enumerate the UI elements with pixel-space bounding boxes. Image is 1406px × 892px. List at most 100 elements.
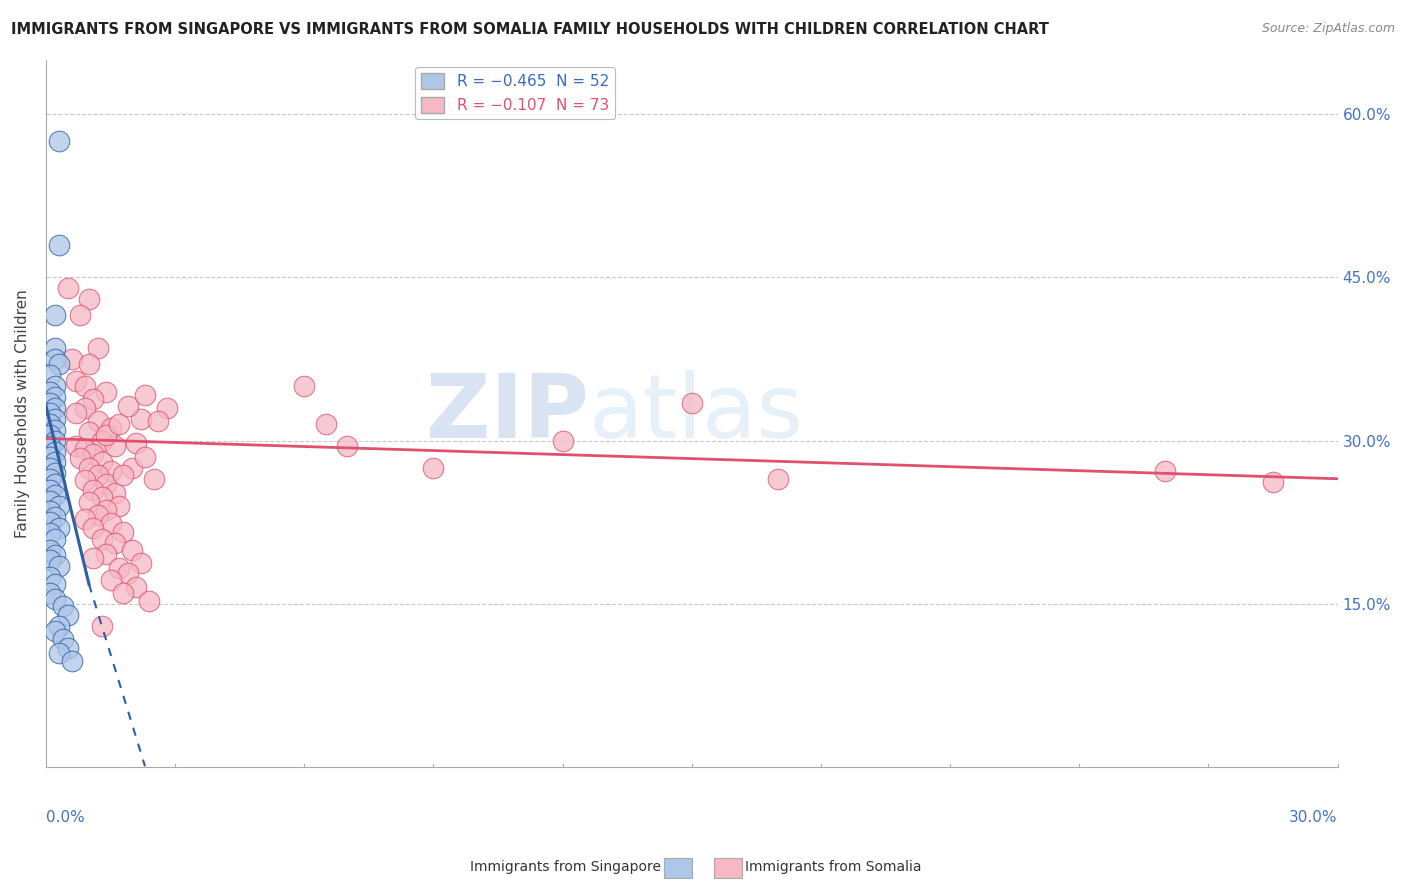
Point bbox=[48, 237, 70, 252]
Point bbox=[44, 467, 66, 481]
Point bbox=[91, 618, 114, 632]
Text: Immigrants from Somalia: Immigrants from Somalia bbox=[745, 860, 922, 874]
Point bbox=[86, 508, 108, 522]
Point bbox=[121, 461, 143, 475]
Point bbox=[44, 444, 66, 458]
Point bbox=[48, 646, 70, 660]
Point bbox=[100, 573, 122, 587]
Point bbox=[44, 455, 66, 469]
Point bbox=[39, 384, 62, 399]
Point bbox=[44, 379, 66, 393]
Point bbox=[315, 417, 337, 432]
Point bbox=[52, 632, 75, 646]
Point bbox=[60, 351, 83, 366]
Point bbox=[44, 477, 66, 491]
Point bbox=[39, 461, 62, 475]
Point bbox=[96, 547, 118, 561]
Point bbox=[44, 309, 66, 323]
Point bbox=[138, 593, 160, 607]
Point bbox=[56, 640, 79, 655]
Point bbox=[39, 417, 62, 432]
Point bbox=[104, 536, 127, 550]
Point bbox=[77, 425, 100, 439]
Point bbox=[86, 341, 108, 355]
Point bbox=[91, 434, 114, 448]
Point bbox=[44, 412, 66, 426]
Point bbox=[77, 461, 100, 475]
Point bbox=[39, 472, 62, 486]
Legend: R = −0.465  N = 52, R = −0.107  N = 73: R = −0.465 N = 52, R = −0.107 N = 73 bbox=[415, 67, 614, 119]
Point bbox=[86, 468, 108, 483]
Point bbox=[69, 451, 91, 466]
Point bbox=[82, 521, 104, 535]
Point bbox=[82, 392, 104, 407]
Text: 30.0%: 30.0% bbox=[1289, 810, 1337, 825]
Point bbox=[422, 461, 444, 475]
Text: ZIP: ZIP bbox=[426, 370, 589, 457]
Point bbox=[44, 577, 66, 591]
Point bbox=[60, 654, 83, 668]
Point bbox=[39, 483, 62, 497]
Point bbox=[44, 390, 66, 404]
Text: atlas: atlas bbox=[589, 370, 804, 457]
Point bbox=[44, 548, 66, 562]
Point bbox=[96, 428, 118, 442]
Point bbox=[1261, 475, 1284, 489]
Point bbox=[73, 442, 96, 457]
Point bbox=[100, 420, 122, 434]
Point bbox=[65, 439, 87, 453]
Point bbox=[39, 439, 62, 453]
Point bbox=[121, 542, 143, 557]
Point bbox=[39, 450, 62, 464]
Point bbox=[39, 406, 62, 420]
Point bbox=[44, 434, 66, 448]
Point bbox=[134, 388, 156, 402]
Point bbox=[44, 624, 66, 639]
Point bbox=[100, 516, 122, 531]
Point bbox=[56, 607, 79, 622]
Point bbox=[48, 618, 70, 632]
Point bbox=[104, 486, 127, 500]
Point bbox=[39, 570, 62, 584]
Point bbox=[39, 493, 62, 508]
Point bbox=[65, 406, 87, 420]
Point bbox=[77, 494, 100, 508]
Point bbox=[44, 509, 66, 524]
Point bbox=[48, 134, 70, 148]
Point bbox=[82, 551, 104, 566]
Point bbox=[86, 414, 108, 428]
Point bbox=[48, 558, 70, 573]
Point bbox=[104, 439, 127, 453]
Text: Immigrants from Singapore: Immigrants from Singapore bbox=[470, 860, 661, 874]
Point bbox=[77, 292, 100, 306]
Point bbox=[69, 309, 91, 323]
Point bbox=[48, 499, 70, 513]
Point bbox=[91, 490, 114, 504]
Point bbox=[44, 488, 66, 502]
Point bbox=[39, 526, 62, 541]
Point bbox=[39, 516, 62, 530]
Text: 0.0%: 0.0% bbox=[46, 810, 84, 825]
Point bbox=[108, 417, 131, 432]
Point bbox=[134, 450, 156, 464]
Point bbox=[39, 504, 62, 518]
Point bbox=[73, 473, 96, 487]
Point bbox=[129, 556, 152, 570]
Point bbox=[100, 464, 122, 478]
Point bbox=[112, 586, 135, 600]
Point bbox=[73, 512, 96, 526]
Point bbox=[44, 401, 66, 415]
Point bbox=[56, 281, 79, 295]
Point bbox=[48, 521, 70, 535]
Point bbox=[766, 472, 789, 486]
Point bbox=[44, 591, 66, 606]
Point bbox=[155, 401, 177, 415]
Point bbox=[44, 351, 66, 366]
Point bbox=[112, 525, 135, 540]
Point bbox=[82, 447, 104, 461]
Point bbox=[96, 503, 118, 517]
Point bbox=[146, 414, 169, 428]
Point bbox=[48, 358, 70, 372]
Point bbox=[39, 553, 62, 567]
Point bbox=[52, 599, 75, 614]
